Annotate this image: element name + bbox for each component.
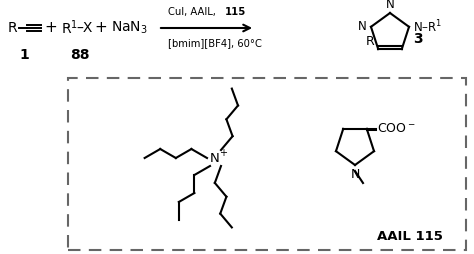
Text: N: N — [386, 0, 394, 11]
Text: COO$^-$: COO$^-$ — [377, 122, 415, 135]
Text: N: N — [350, 168, 360, 181]
Text: R: R — [366, 35, 374, 48]
Text: N: N — [210, 151, 220, 165]
Text: CuI, AAIL,: CuI, AAIL, — [168, 7, 219, 17]
Text: –X: –X — [76, 21, 92, 35]
Bar — [68, 78, 466, 250]
Text: 88: 88 — [70, 48, 90, 62]
Text: [bmim][BF4], 60°C: [bmim][BF4], 60°C — [168, 38, 262, 48]
Text: N–R$^1$: N–R$^1$ — [413, 19, 442, 35]
Text: +: + — [45, 21, 57, 36]
Text: R: R — [8, 21, 18, 35]
Text: 3: 3 — [413, 32, 422, 46]
Text: 115: 115 — [225, 7, 246, 17]
Text: 1: 1 — [19, 48, 29, 62]
Text: AAIL 115: AAIL 115 — [377, 230, 443, 244]
Text: N: N — [358, 20, 367, 33]
Text: R$^1$: R$^1$ — [61, 19, 78, 37]
Text: NaN$_3$: NaN$_3$ — [111, 20, 148, 36]
Text: +: + — [219, 148, 227, 158]
Text: +: + — [95, 21, 108, 36]
